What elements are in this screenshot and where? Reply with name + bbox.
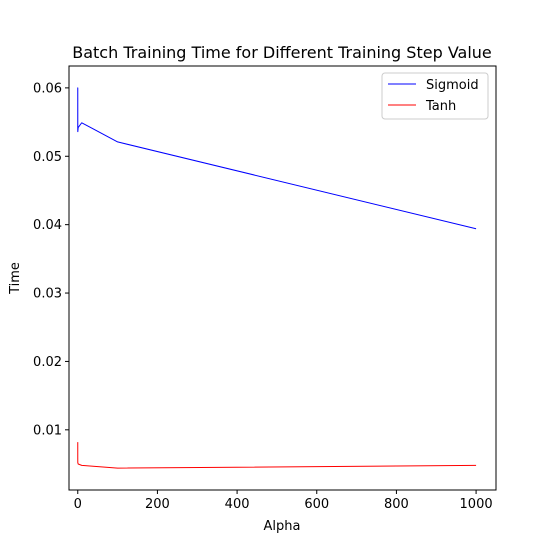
legend: Sigmoid Tanh (382, 73, 488, 119)
x-tick-label: 1000 (460, 497, 493, 512)
y-tick-label: 0.02 (33, 355, 62, 370)
y-tick-label: 0.04 (33, 218, 62, 233)
legend-label-sigmoid: Sigmoid (426, 78, 479, 93)
x-axis-label: Alpha (264, 519, 301, 534)
x-tick-label: 800 (384, 497, 409, 512)
y-axis-label: Time (8, 262, 23, 295)
x-tick-label: 400 (225, 497, 250, 512)
legend-label-tanh: Tanh (425, 99, 456, 114)
x-tick-label: 200 (145, 497, 170, 512)
y-tick-label: 0.06 (33, 81, 62, 96)
y-tick-label: 0.05 (33, 150, 62, 165)
y-tick-label: 0.01 (33, 423, 62, 438)
y-tick-label: 0.03 (33, 287, 62, 302)
x-tick-label: 600 (304, 497, 329, 512)
chart-title: Batch Training Time for Different Traini… (72, 43, 492, 62)
x-tick-label: 0 (74, 497, 82, 512)
